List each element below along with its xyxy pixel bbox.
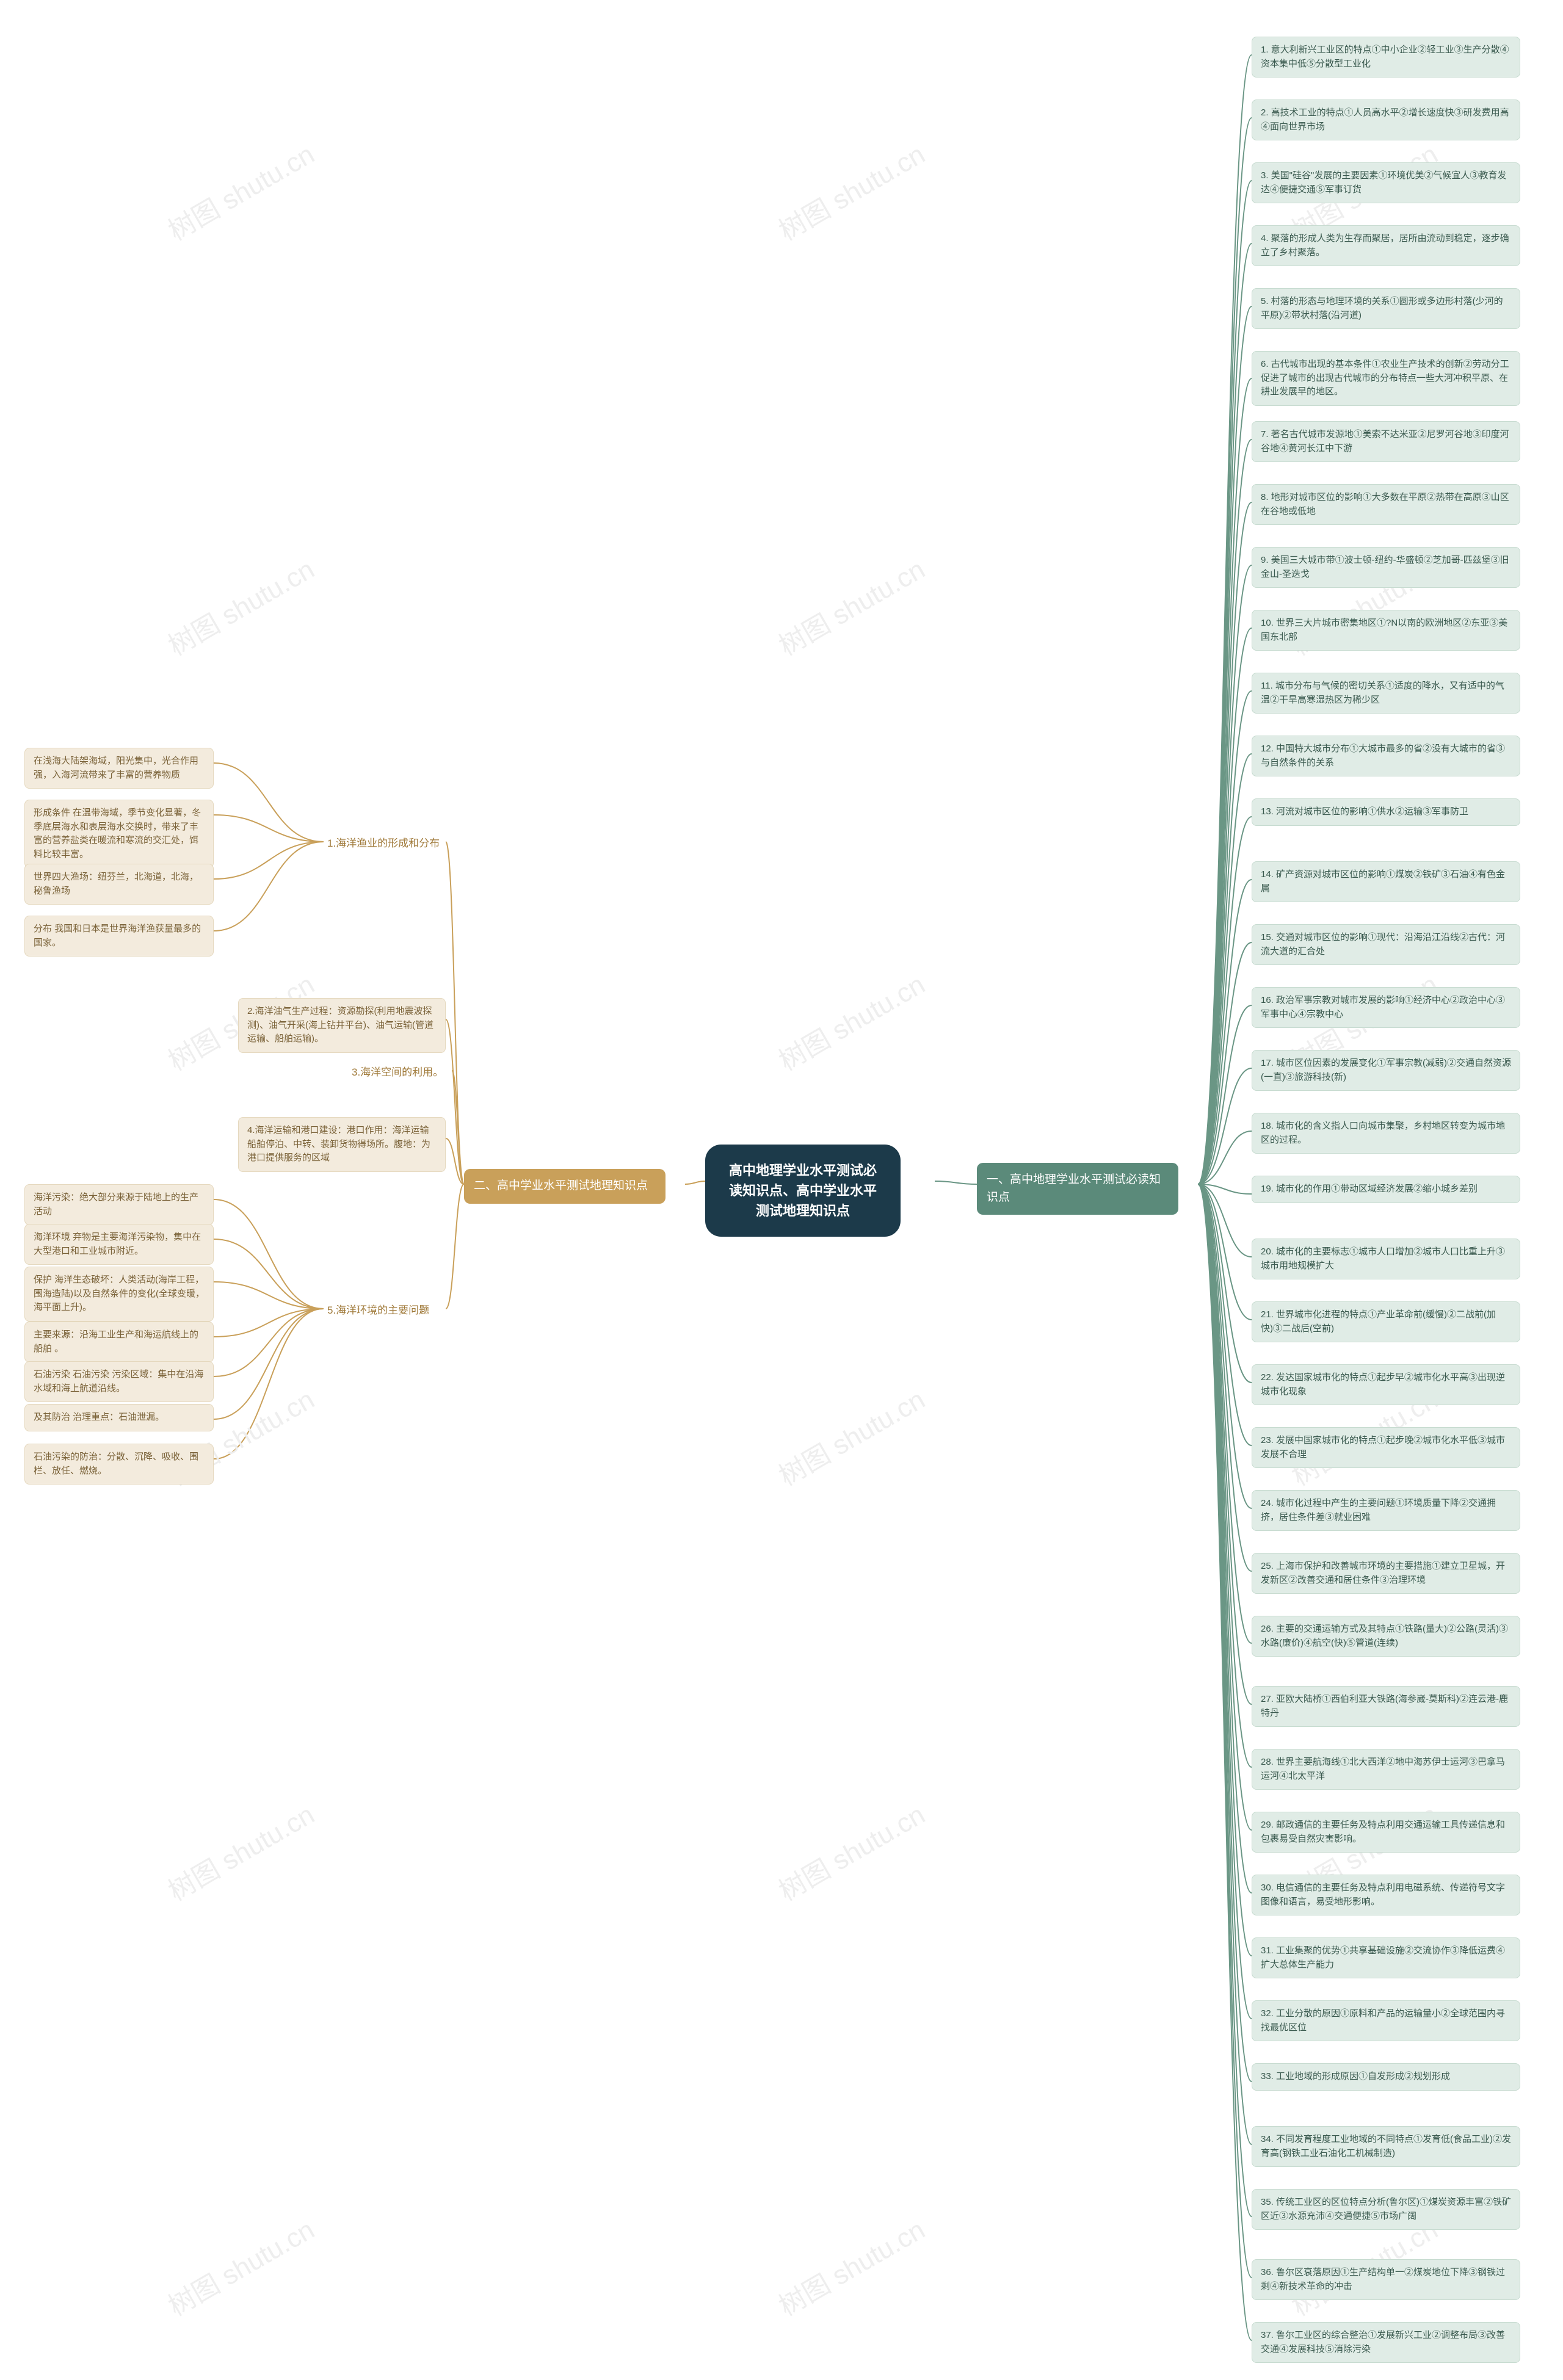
watermark-text: 树图 shutu.cn <box>771 133 931 248</box>
left-leaf-node: 海洋环境 弃物是主要海洋污染物，集中在大型港口和工业城市附近。 <box>24 1224 214 1265</box>
center-text-line2: 读知识点、高中学业水平 <box>722 1181 883 1201</box>
right-leaf-node: 12. 中国特大城市分布①大城市最多的省②没有大城市的省③与自然条件的关系 <box>1252 736 1520 776</box>
right-leaf-node: 2. 高技术工业的特点①人员高水平②增长速度快③研发费用高④面向世界市场 <box>1252 99 1520 140</box>
right-leaf-node: 14. 矿产资源对城市区位的影响①煤炭②铁矿③石油④有色金属 <box>1252 861 1520 902</box>
center-node: 高中地理学业水平测试必 读知识点、高中学业水平 测试地理知识点 <box>705 1145 901 1237</box>
left-branch-text: 二、高中学业水平测试地理知识点 <box>474 1179 648 1192</box>
right-leaf-node: 21. 世界城市化进程的特点①产业革命前(缓慢)②二战前(加快)③二战后(空前) <box>1252 1301 1520 1342</box>
left-sub-label: 3.海洋空间的利用。 <box>348 1062 447 1083</box>
watermark-text: 树图 shutu.cn <box>771 963 931 1079</box>
right-leaf-node: 10. 世界三大片城市密集地区①?N以南的欧洲地区②东亚③美国东北部 <box>1252 610 1520 651</box>
right-leaf-node: 16. 政治军事宗教对城市发展的影响①经济中心②政治中心③军事中心④宗教中心 <box>1252 987 1520 1028</box>
right-leaf-node: 22. 发达国家城市化的特点①起步早②城市化水平高③出现逆城市化现象 <box>1252 1364 1520 1405</box>
right-leaf-node: 26. 主要的交通运输方式及其特点①铁路(量大)②公路(灵活)③水路(廉价)④航… <box>1252 1616 1520 1657</box>
left-leaf-node: 石油污染 石油污染 污染区域：集中在沿海水域和海上航道沿线。 <box>24 1361 214 1402</box>
left-leaf-node: 石油污染的防治：分散、沉降、吸收、围栏、放任、燃烧。 <box>24 1444 214 1485</box>
right-leaf-node: 20. 城市化的主要标志①城市人口增加②城市人口比重上升③城市用地规模扩大 <box>1252 1239 1520 1279</box>
right-leaf-node: 23. 发展中国家城市化的特点①起步晚②城市化水平低③城市发展不合理 <box>1252 1427 1520 1468</box>
right-leaf-node: 1. 意大利新兴工业区的特点①中小企业②轻工业③生产分散④资本集中低⑤分散型工业… <box>1252 37 1520 78</box>
mindmap-stage: 高中地理学业水平测试必 读知识点、高中学业水平 测试地理知识点 一、高中地理学业… <box>0 0 1563 2380</box>
right-leaf-node: 18. 城市化的含义指人口向城市集聚，乡村地区转变为城市地区的过程。 <box>1252 1113 1520 1154</box>
right-leaf-node: 34. 不同发育程度工业地域的不同特点①发育低(食品工业)②发育高(钢铁工业石油… <box>1252 2126 1520 2167</box>
right-leaf-node: 4. 聚落的形成人类为生存而聚居，居所由流动到稳定，逐步确立了乡村聚落。 <box>1252 225 1520 266</box>
right-leaf-node: 17. 城市区位因素的发展变化①军事宗教(减弱)②交通自然资源(一直)③旅游科技… <box>1252 1050 1520 1091</box>
right-leaf-node: 25. 上海市保护和改善城市环境的主要措施①建立卫星城，开发新区②改善交通和居住… <box>1252 1553 1520 1594</box>
left-sub-label: 1.海洋渔业的形成和分布 <box>324 833 446 854</box>
right-leaf-node: 28. 世界主要航海线①北大西洋②地中海苏伊士运河③巴拿马运河④北太平洋 <box>1252 1749 1520 1790</box>
watermark-text: 树图 shutu.cn <box>771 2208 931 2324</box>
watermark-text: 树图 shutu.cn <box>160 2208 321 2324</box>
watermark-text: 树图 shutu.cn <box>160 133 321 248</box>
left-leaf-node: 及其防治 治理重点：石油泄漏。 <box>24 1404 214 1431</box>
right-leaf-node: 6. 古代城市出现的基本条件①农业生产技术的创新②劳动分工促进了城市的出现古代城… <box>1252 351 1520 406</box>
right-leaf-node: 37. 鲁尔工业区的综合整治①发展新兴工业②调整布局③改善交通④发展科技⑤消除污… <box>1252 2322 1520 2363</box>
left-leaf-node: 海洋污染：绝大部分来源于陆地上的生产活动 <box>24 1184 214 1225</box>
right-leaf-node: 33. 工业地域的形成原因①自发形成②规划形成 <box>1252 2063 1520 2091</box>
right-leaf-node: 31. 工业集聚的优势①共享基础设施②交流协作③降低运费④扩大总体生产能力 <box>1252 1937 1520 1978</box>
watermark-text: 树图 shutu.cn <box>160 548 321 664</box>
left-leaf-node: 主要来源：沿海工业生产和海运航线上的船舶 。 <box>24 1322 214 1362</box>
right-branch-line1: 一、高中地理学业水平测试必读知 <box>987 1171 1169 1189</box>
right-branch-node: 一、高中地理学业水平测试必读知 识点 <box>977 1163 1178 1215</box>
watermark-text: 树图 shutu.cn <box>771 548 931 664</box>
right-leaf-node: 32. 工业分散的原因①原料和产品的运输量小②全球范围内寻找最优区位 <box>1252 2000 1520 2041</box>
watermark-text: 树图 shutu.cn <box>160 1793 321 1909</box>
left-leaf-node: 形成条件 在温带海域，季节变化显著，冬季底层海水和表层海水交换时，带来了丰富的营… <box>24 800 214 868</box>
right-leaf-node: 5. 村落的形态与地理环境的关系①圆形或多边形村落(少河的平原)②带状村落(沿河… <box>1252 288 1520 329</box>
right-leaf-node: 35. 传统工业区的区位特点分析(鲁尔区)①煤炭资源丰富②铁矿区近③水源充沛④交… <box>1252 2189 1520 2230</box>
right-leaf-node: 30. 电信通信的主要任务及特点利用电磁系统、传递符号文字图像和语言，易受地形影… <box>1252 1875 1520 1915</box>
left-leaf-node: 保护 海洋生态破坏：人类活动(海岸工程，围海造陆)以及自然条件的变化(全球变暖，… <box>24 1267 214 1322</box>
left-leaf-node: 世界四大渔场：纽芬兰，北海道，北海，秘鲁渔场 <box>24 864 214 905</box>
right-branch-line2: 识点 <box>987 1189 1169 1207</box>
right-leaf-node: 7. 著名古代城市发源地①美索不达米亚②尼罗河谷地③印度河谷地④黄河长江中下游 <box>1252 421 1520 462</box>
right-leaf-node: 13. 河流对城市区位的影响①供水②运输③军事防卫 <box>1252 798 1520 826</box>
left-sub-label: 2.海洋油气生产过程：资源勘探(利用地震波探测)、油气开采(海上钻井平台)、油气… <box>238 998 446 1053</box>
right-leaf-node: 11. 城市分布与气候的密切关系①适度的降水，又有适中的气温②干旱高寒湿热区为稀… <box>1252 673 1520 714</box>
center-text-line3: 测试地理知识点 <box>722 1201 883 1221</box>
left-leaf-node: 在浅海大陆架海域，阳光集中，光合作用强，入海河流带来了丰富的营养物质 <box>24 748 214 789</box>
right-leaf-node: 15. 交通对城市区位的影响①现代：沿海沿江沿线②古代：河流大道的汇合处 <box>1252 924 1520 965</box>
right-leaf-node: 19. 城市化的作用①带动区域经济发展②缩小城乡差别 <box>1252 1176 1520 1203</box>
right-leaf-node: 8. 地形对城市区位的影响①大多数在平原②热带在高原③山区在谷地或低地 <box>1252 484 1520 525</box>
watermark-text: 树图 shutu.cn <box>771 1793 931 1909</box>
right-leaf-node: 27. 亚欧大陆桥①西伯利亚大铁路(海参崴-莫斯科)②连云港-鹿特丹 <box>1252 1686 1520 1727</box>
right-leaf-node: 3. 美国"硅谷"发展的主要因素①环境优美②气候宜人③教育发达④便捷交通⑤军事订… <box>1252 162 1520 203</box>
right-leaf-node: 9. 美国三大城市带①波士顿-纽约-华盛顿②芝加哥-匹兹堡③旧金山-圣迭戈 <box>1252 547 1520 588</box>
center-text-line1: 高中地理学业水平测试必 <box>722 1160 883 1181</box>
watermark-text: 树图 shutu.cn <box>771 1378 931 1494</box>
right-leaf-node: 29. 邮政通信的主要任务及特点利用交通运输工具传递信息和包裹易受自然灾害影响。 <box>1252 1812 1520 1853</box>
left-branch-node: 二、高中学业水平测试地理知识点 <box>464 1169 665 1204</box>
right-leaf-node: 24. 城市化过程中产生的主要问题①环境质量下降②交通拥挤，居住条件差③就业困难 <box>1252 1490 1520 1531</box>
left-sub-label: 4.海洋运输和港口建设：港口作用：海洋运输船舶停泊、中转、装卸货物得场所。腹地：… <box>238 1117 446 1172</box>
right-leaf-node: 36. 鲁尔区衰落原因①生产结构单一②煤炭地位下降③钢铁过剩④新技术革命的冲击 <box>1252 2259 1520 2300</box>
left-leaf-node: 分布 我国和日本是世界海洋渔获量最多的国家。 <box>24 916 214 957</box>
left-sub-label: 5.海洋环境的主要问题 <box>324 1300 446 1321</box>
